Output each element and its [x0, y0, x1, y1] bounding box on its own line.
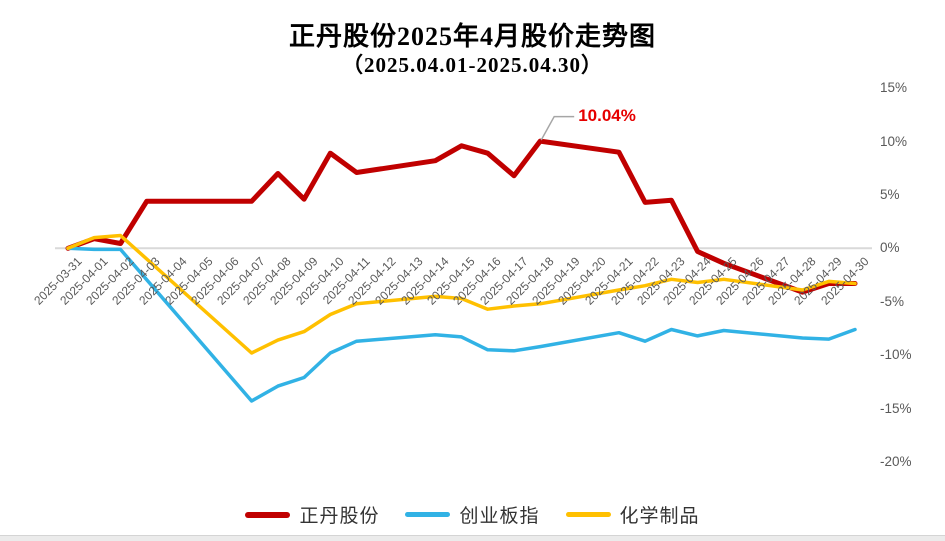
- legend-item-huaxue-zhipin: 化学制品: [565, 501, 700, 528]
- series-line-zhengdan-gufen: [65, 138, 858, 295]
- series-line-chuangyeban-zhi: [66, 246, 857, 403]
- series-line-huaxue-zhipin: [66, 233, 857, 355]
- window-bottom-edge: [0, 535, 945, 541]
- annotation-leader-line: [540, 115, 575, 141]
- legend-label: 创业板指: [459, 506, 540, 527]
- legend-line-swatch-yellow: [565, 512, 611, 517]
- legend-label: 正丹股份: [299, 506, 380, 527]
- legend-line-swatch-red: [245, 511, 291, 518]
- chart-legend: 正丹股份 创业板指 化学制品: [0, 501, 945, 528]
- legend-line-swatch-blue: [405, 512, 451, 517]
- legend-label: 化学制品: [619, 506, 700, 527]
- legend-item-chuangyeban-zhi: 创业板指: [405, 501, 539, 528]
- chart-title: 正丹股份2025年4月股价走势图: [288, 22, 656, 51]
- peak-annotation-label: 10.04%: [578, 106, 636, 126]
- chart-subtitle: （2025.04.01-2025.04.30）: [342, 53, 603, 77]
- legend-item-zhengdan-gufen: 正丹股份: [245, 501, 379, 528]
